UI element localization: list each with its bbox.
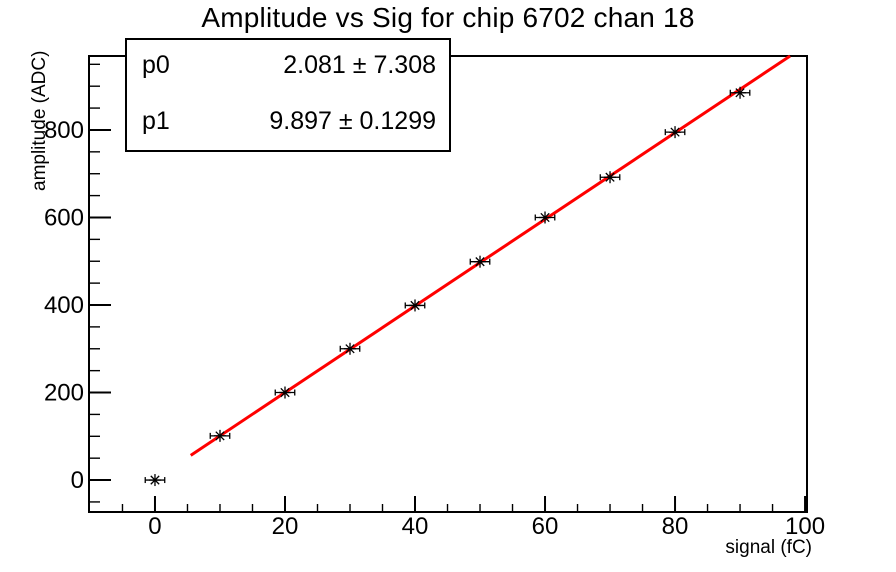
fit-line — [189, 54, 791, 457]
x-tick-label: 20 — [272, 513, 299, 540]
star-marker — [475, 257, 485, 267]
x-tick-label: 60 — [532, 513, 559, 540]
x-tick-label: 80 — [662, 513, 689, 540]
star-marker — [735, 88, 745, 98]
stats-row-p1: p1 9.897 ± 0.1299 — [142, 108, 436, 134]
stat-param-name: p1 — [142, 107, 170, 135]
star-marker — [280, 387, 290, 398]
x-axis-title: signal (fC) — [725, 537, 812, 558]
x-tick-label: 0 — [148, 513, 161, 540]
stat-param-value: 9.897 ± 0.1299 — [269, 107, 436, 135]
star-marker — [605, 172, 615, 182]
y-tick-label: 200 — [44, 380, 84, 407]
y-tick-label: 800 — [44, 117, 84, 144]
y-tick-label: 400 — [44, 292, 84, 319]
star-marker — [215, 431, 225, 441]
y-axis-title: amplitude (ADC) — [29, 50, 50, 191]
star-marker — [540, 212, 550, 223]
stats-row-p0: p0 2.081 ± 7.308 — [142, 52, 436, 78]
y-tick-label: 600 — [44, 204, 84, 231]
stats-box: p0 2.081 ± 7.308 p1 9.897 ± 0.1299 — [125, 38, 451, 152]
star-marker — [670, 127, 680, 137]
star-marker — [345, 344, 355, 354]
star-marker — [410, 300, 420, 311]
star-marker — [150, 475, 160, 485]
stat-param-value: 2.081 ± 7.308 — [283, 51, 436, 79]
x-tick-label: 40 — [402, 513, 429, 540]
y-tick-label: 0 — [71, 467, 84, 494]
plot-title: Amplitude vs Sig for chip 6702 chan 18 — [201, 2, 695, 33]
x-tick-label: 100 — [785, 513, 825, 540]
stat-param-name: p0 — [142, 51, 170, 79]
